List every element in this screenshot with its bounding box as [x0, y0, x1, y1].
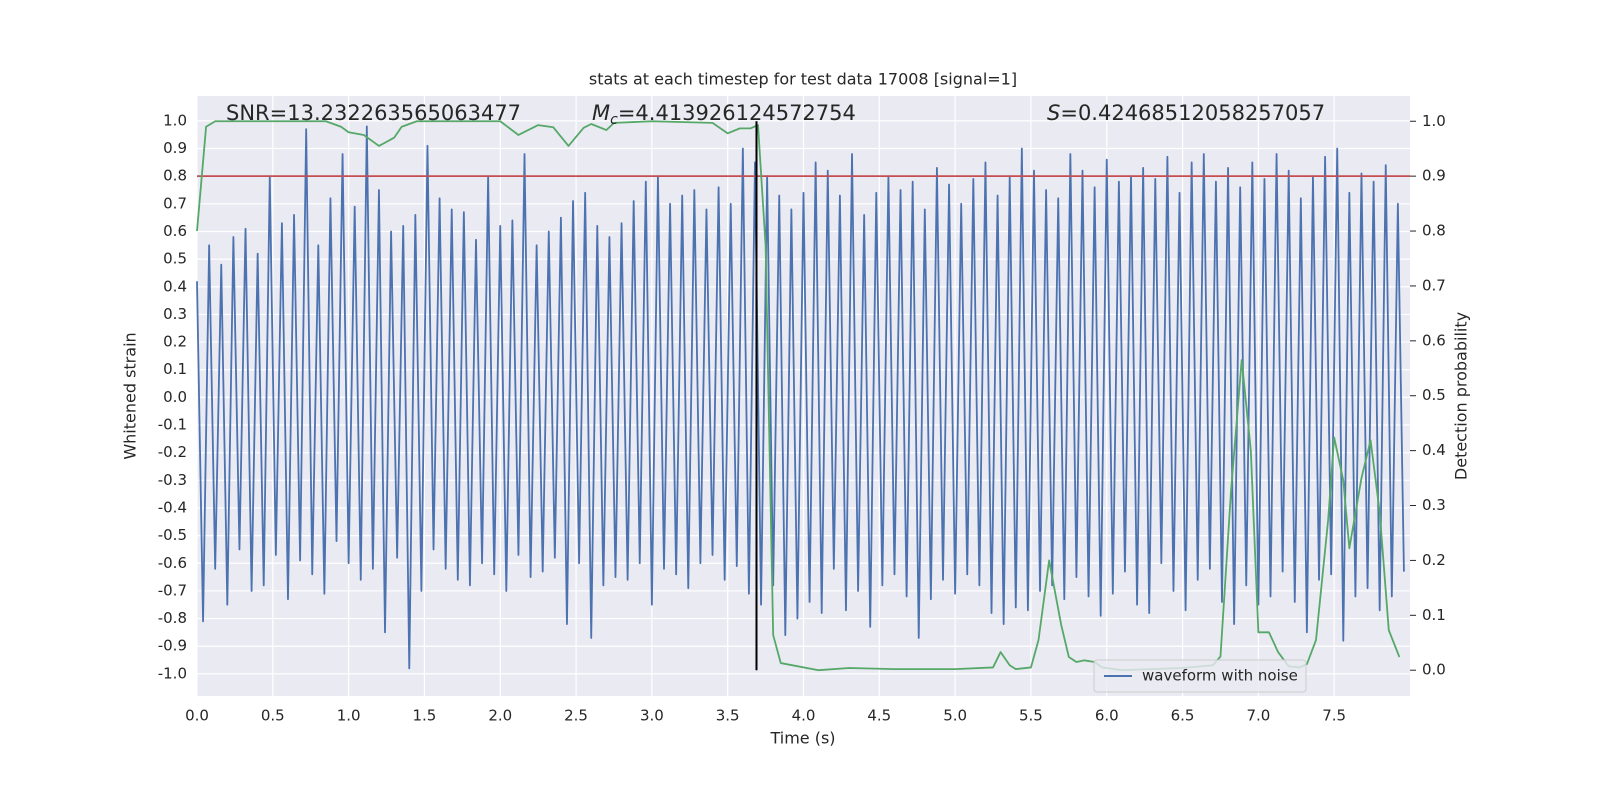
y-tick-label: 0.2 [163, 333, 187, 351]
annotation-value: =4.413926124572754 [618, 101, 856, 125]
y-tick-label: 0.7 [163, 194, 187, 212]
y2-tick-label: 0.7 [1422, 276, 1446, 294]
y-tick-label: 1.0 [163, 111, 187, 129]
y-tick-label: 0.0 [163, 388, 187, 406]
annotation: S=0.42468512058257057 [1047, 101, 1325, 125]
x-tick-label: 1.5 [413, 707, 437, 725]
x-axis-label: Time (s) [769, 729, 835, 748]
y2-tick-label: 0.0 [1422, 661, 1446, 679]
y2-tick-label: 0.9 [1422, 167, 1446, 185]
y-tick-label: -0.1 [158, 416, 187, 434]
x-tick-label: 0.5 [261, 707, 285, 725]
y-tick-label: -0.3 [158, 471, 187, 489]
annotation-symbol: M [592, 101, 610, 125]
y2-tick-label: 0.6 [1422, 331, 1446, 349]
y-tick-label: -0.7 [158, 581, 187, 599]
x-tick-label: 5.5 [1019, 707, 1043, 725]
series-line [196, 125, 1405, 670]
y-tick-label: 0.1 [163, 360, 187, 378]
y2-axis-label: Detection probability [1452, 312, 1471, 480]
x-tick-label: 1.0 [337, 707, 361, 725]
y-tick-label: 0.5 [163, 250, 187, 268]
x-tick-label: 6.5 [1171, 707, 1195, 725]
x-tick-label: 2.0 [488, 707, 512, 725]
x-tick-label: 4.5 [867, 707, 891, 725]
chart-title: stats at each timestep for test data 170… [589, 70, 1017, 89]
y-tick-label: -1.0 [158, 664, 187, 682]
legend-label: waveform with noise [1142, 667, 1298, 685]
y-axis-label: Whitened strain [121, 332, 140, 459]
y-tick-label: -0.2 [158, 443, 187, 461]
y2-tick-label: 0.1 [1422, 606, 1446, 624]
y2-tick-label: 1.0 [1422, 112, 1446, 130]
x-tick-label: 0.0 [185, 707, 209, 725]
y-tick-label: -0.6 [158, 554, 187, 572]
annotation: SNR=13.232263565063477 [226, 101, 521, 125]
x-tick-label: 7.5 [1322, 707, 1346, 725]
x-tick-label: 2.5 [564, 707, 588, 725]
x-tick-label: 7.0 [1246, 707, 1270, 725]
annotation: Mc=4.413926124572754 [592, 101, 856, 128]
y-tick-label: -0.8 [158, 609, 187, 627]
y-tick-label: -0.4 [158, 498, 187, 516]
y-tick-label: 0.9 [163, 139, 187, 157]
y-tick-label: 0.6 [163, 222, 187, 240]
legend-box [1093, 659, 1307, 693]
annotation-subscript: c [610, 112, 618, 128]
y-tick-label: 0.4 [163, 277, 187, 295]
x-tick-label: 6.0 [1095, 707, 1119, 725]
x-tick-label: 4.0 [792, 707, 816, 725]
y-tick-label: 0.8 [163, 167, 187, 185]
y2-tick-label: 0.2 [1422, 551, 1446, 569]
y2-tick-label: 0.3 [1422, 496, 1446, 514]
y-tick-label: -0.5 [158, 526, 187, 544]
y-tick-label: -0.9 [158, 637, 187, 655]
y2-tick-label: 0.5 [1422, 386, 1446, 404]
x-tick-label: 3.5 [716, 707, 740, 725]
y2-tick-label: 0.8 [1422, 222, 1446, 240]
y2-tick-label: 0.4 [1422, 441, 1446, 459]
annotation-symbol: S [1047, 101, 1060, 125]
x-tick-label: 5.0 [943, 707, 967, 725]
legend: waveform with noise [1093, 659, 1307, 693]
annotation-value: =0.42468512058257057 [1060, 101, 1325, 125]
x-tick-label: 3.0 [640, 707, 664, 725]
y-tick-label: 0.3 [163, 305, 187, 323]
